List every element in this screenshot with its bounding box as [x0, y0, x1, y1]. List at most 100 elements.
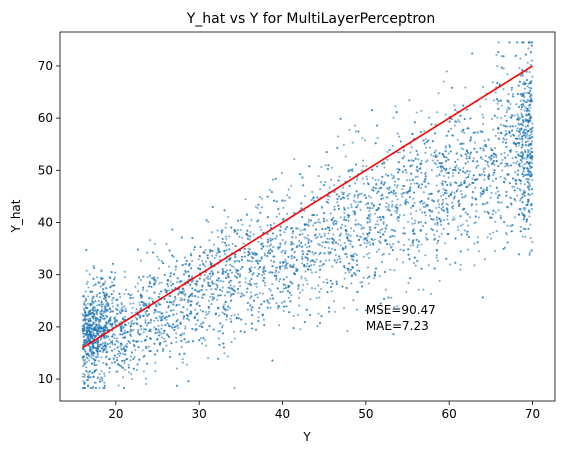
scatter-point — [102, 288, 105, 291]
scatter-point — [334, 254, 337, 257]
scatter-point — [319, 251, 322, 254]
scatter-point — [378, 203, 381, 206]
scatter-point — [127, 292, 130, 296]
scatter-point — [145, 289, 148, 292]
scatter-point — [100, 305, 103, 308]
scatter-point — [356, 269, 359, 272]
scatter-point — [205, 344, 208, 347]
scatter-point — [375, 192, 378, 195]
scatter-point — [82, 373, 85, 376]
scatter-point — [402, 192, 405, 195]
scatter-point — [107, 320, 110, 323]
scatter-point — [122, 352, 125, 355]
scatter-point — [225, 315, 228, 318]
scatter-point — [244, 277, 247, 280]
scatter-point — [119, 312, 123, 315]
scatter-point — [502, 124, 505, 127]
scatter-point — [522, 170, 525, 173]
scatter-point — [395, 203, 398, 206]
scatter-point — [113, 336, 116, 340]
scatter-point — [359, 224, 362, 227]
scatter-point — [390, 173, 393, 176]
scatter-point — [401, 157, 404, 160]
scatter-point — [395, 111, 398, 114]
scatter-point — [424, 178, 427, 181]
scatter-point — [500, 104, 503, 107]
scatter-point — [323, 232, 326, 235]
scatter-point — [94, 346, 97, 350]
scatter-point — [165, 311, 168, 314]
scatter-point — [214, 282, 218, 286]
scatter-point — [277, 305, 281, 308]
scatter-point — [321, 241, 325, 244]
scatter-point — [217, 307, 220, 310]
scatter-point — [163, 317, 166, 320]
scatter-point — [149, 321, 152, 324]
scatter-point — [99, 338, 102, 341]
scatter-point — [328, 252, 331, 255]
scatter-point — [384, 288, 387, 291]
scatter-point — [219, 288, 222, 291]
scatter-point — [196, 290, 199, 293]
scatter-point — [493, 114, 496, 117]
scatter-point — [108, 367, 111, 370]
scatter-point — [244, 281, 247, 284]
scatter-point — [87, 337, 90, 340]
scatter-point — [529, 223, 532, 226]
scatter-point — [105, 363, 108, 366]
scatter-point — [411, 239, 414, 243]
scatter-point — [499, 217, 502, 220]
scatter-point — [98, 372, 101, 376]
scatter-point — [348, 192, 351, 195]
scatter-point — [117, 362, 120, 365]
scatter-point — [160, 317, 163, 320]
scatter-point — [438, 217, 441, 220]
scatter-point — [484, 159, 487, 162]
scatter-point — [250, 266, 253, 269]
scatter-point — [157, 324, 160, 327]
scatter-point — [168, 289, 171, 292]
scatter-point — [172, 313, 175, 316]
scatter-point — [308, 265, 311, 268]
scatter-point — [148, 280, 151, 283]
scatter-point — [304, 194, 307, 198]
scatter-point — [167, 323, 170, 326]
scatter-point — [281, 218, 284, 221]
scatter-point — [179, 334, 182, 337]
scatter-point — [378, 275, 381, 278]
scatter-point — [219, 322, 222, 325]
scatter-point — [361, 159, 365, 162]
scatter-point — [285, 267, 289, 270]
scatter-point — [349, 234, 352, 237]
scatter-point — [93, 381, 96, 384]
scatter-point — [96, 276, 99, 279]
scatter-point — [148, 274, 151, 277]
scatter-point — [374, 179, 377, 182]
scatter-point — [153, 319, 156, 322]
scatter-point — [244, 198, 247, 201]
scatter-point — [453, 196, 456, 199]
scatter-point — [180, 291, 183, 294]
scatter-point — [402, 249, 405, 252]
scatter-point — [277, 271, 280, 274]
scatter-point — [90, 362, 94, 365]
scatter-point — [340, 191, 343, 194]
scatter-point — [169, 275, 172, 278]
scatter-point — [271, 265, 274, 268]
scatter-point — [291, 232, 294, 235]
scatter-point — [105, 293, 108, 297]
scatter-point — [166, 279, 169, 282]
scatter-point — [496, 65, 499, 68]
scatter-point — [187, 301, 190, 304]
scatter-point — [451, 171, 454, 175]
scatter-point — [524, 173, 528, 177]
scatter-point — [528, 120, 531, 123]
scatter-point — [269, 270, 272, 274]
scatter-point — [98, 386, 101, 390]
scatter-point — [248, 224, 251, 227]
scatter-point — [144, 310, 147, 314]
scatter-point — [198, 304, 201, 307]
scatter-point — [94, 334, 97, 337]
scatter-point — [157, 328, 160, 332]
scatter-point — [82, 380, 85, 383]
